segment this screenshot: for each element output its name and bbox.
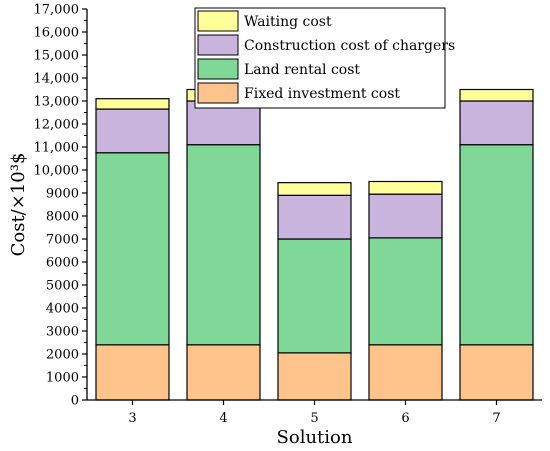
x-tick-label: 6 (401, 411, 409, 426)
bar-segment-fixed-investment-cost-solution-6 (368, 344, 443, 401)
y-axis-label: Cost/×10³$ (8, 153, 29, 257)
y-tick-label: 0 (71, 394, 79, 409)
bar-segment-fixed-investment-cost-solution-3 (95, 344, 170, 401)
y-tick-label: 14,000 (34, 72, 80, 87)
y-tick-label: 13,000 (34, 95, 80, 110)
legend-swatch-construction-cost-of-chargers (197, 34, 239, 56)
legend-swatch-waiting-cost (197, 10, 239, 32)
legend-swatch-fixed-investment-cost (197, 82, 239, 104)
bar-segment-waiting-cost-solution-6 (368, 180, 443, 195)
bars-layer (95, 88, 534, 401)
x-tick-label: 3 (128, 411, 136, 426)
bar-segment-land-rental-cost-solution-4 (186, 144, 261, 346)
y-tick-label: 11,000 (34, 141, 80, 156)
x-tick-label: 7 (492, 411, 500, 426)
bar-segment-construction-cost-of-chargers-solution-7 (459, 100, 534, 146)
y-tick-label: 3000 (46, 325, 79, 340)
legend-swatch-land-rental-cost (197, 58, 239, 80)
bar-segment-waiting-cost-solution-5 (277, 182, 352, 196)
y-tick-label: 1000 (46, 371, 79, 386)
legend-label-land-rental-cost: Land rental cost (244, 62, 360, 78)
bar-segment-land-rental-cost-solution-7 (459, 144, 534, 346)
y-tick-label: 17,000 (34, 3, 80, 18)
y-tick-label: 6000 (46, 256, 79, 271)
y-tick-label: 10,000 (34, 164, 80, 179)
y-tick-label: 9000 (46, 187, 79, 202)
axes-layer: 0 1000 2000 3000 4000 5000 6000 7000 8000 9000 10,… (34, 3, 542, 426)
bar-segment-fixed-investment-cost-solution-4 (186, 344, 261, 401)
x-tick-label: 5 (310, 411, 318, 426)
y-tick-label: 5000 (46, 279, 79, 294)
bar-segment-fixed-investment-cost-solution-7 (459, 344, 534, 401)
x-tick-label: 4 (219, 411, 227, 426)
y-tick-label: 7000 (46, 233, 79, 248)
bar-segment-fixed-investment-cost-solution-5 (277, 352, 352, 401)
y-tick-label: 2000 (46, 348, 79, 363)
y-tick-label: 15,000 (34, 49, 80, 64)
bar-segment-waiting-cost-solution-7 (459, 88, 534, 102)
bar-segment-construction-cost-of-chargers-solution-6 (368, 193, 443, 239)
bar-segment-land-rental-cost-solution-3 (95, 152, 170, 346)
legend-label-fixed-investment-cost: Fixed investment cost (244, 86, 400, 102)
bar-segment-waiting-cost-solution-3 (95, 98, 170, 110)
y-tick-label: 12,000 (34, 118, 80, 133)
bar-segment-construction-cost-of-chargers-solution-3 (95, 108, 170, 154)
y-tick-label: 16,000 (34, 26, 80, 41)
legend-label-construction-cost-of-chargers: Construction cost of chargers (244, 38, 455, 54)
legend: Waiting cost Construction cost of charger… (194, 7, 455, 109)
bar-segment-land-rental-cost-solution-6 (368, 237, 443, 346)
bar-segment-land-rental-cost-solution-5 (277, 238, 352, 354)
bar-segment-construction-cost-of-chargers-solution-5 (277, 194, 352, 240)
y-tick-label: 4000 (46, 302, 79, 317)
y-tick-label: 8000 (46, 210, 79, 225)
x-axis-label: Solution (277, 427, 353, 448)
legend-label-waiting-cost: Waiting cost (244, 14, 332, 30)
